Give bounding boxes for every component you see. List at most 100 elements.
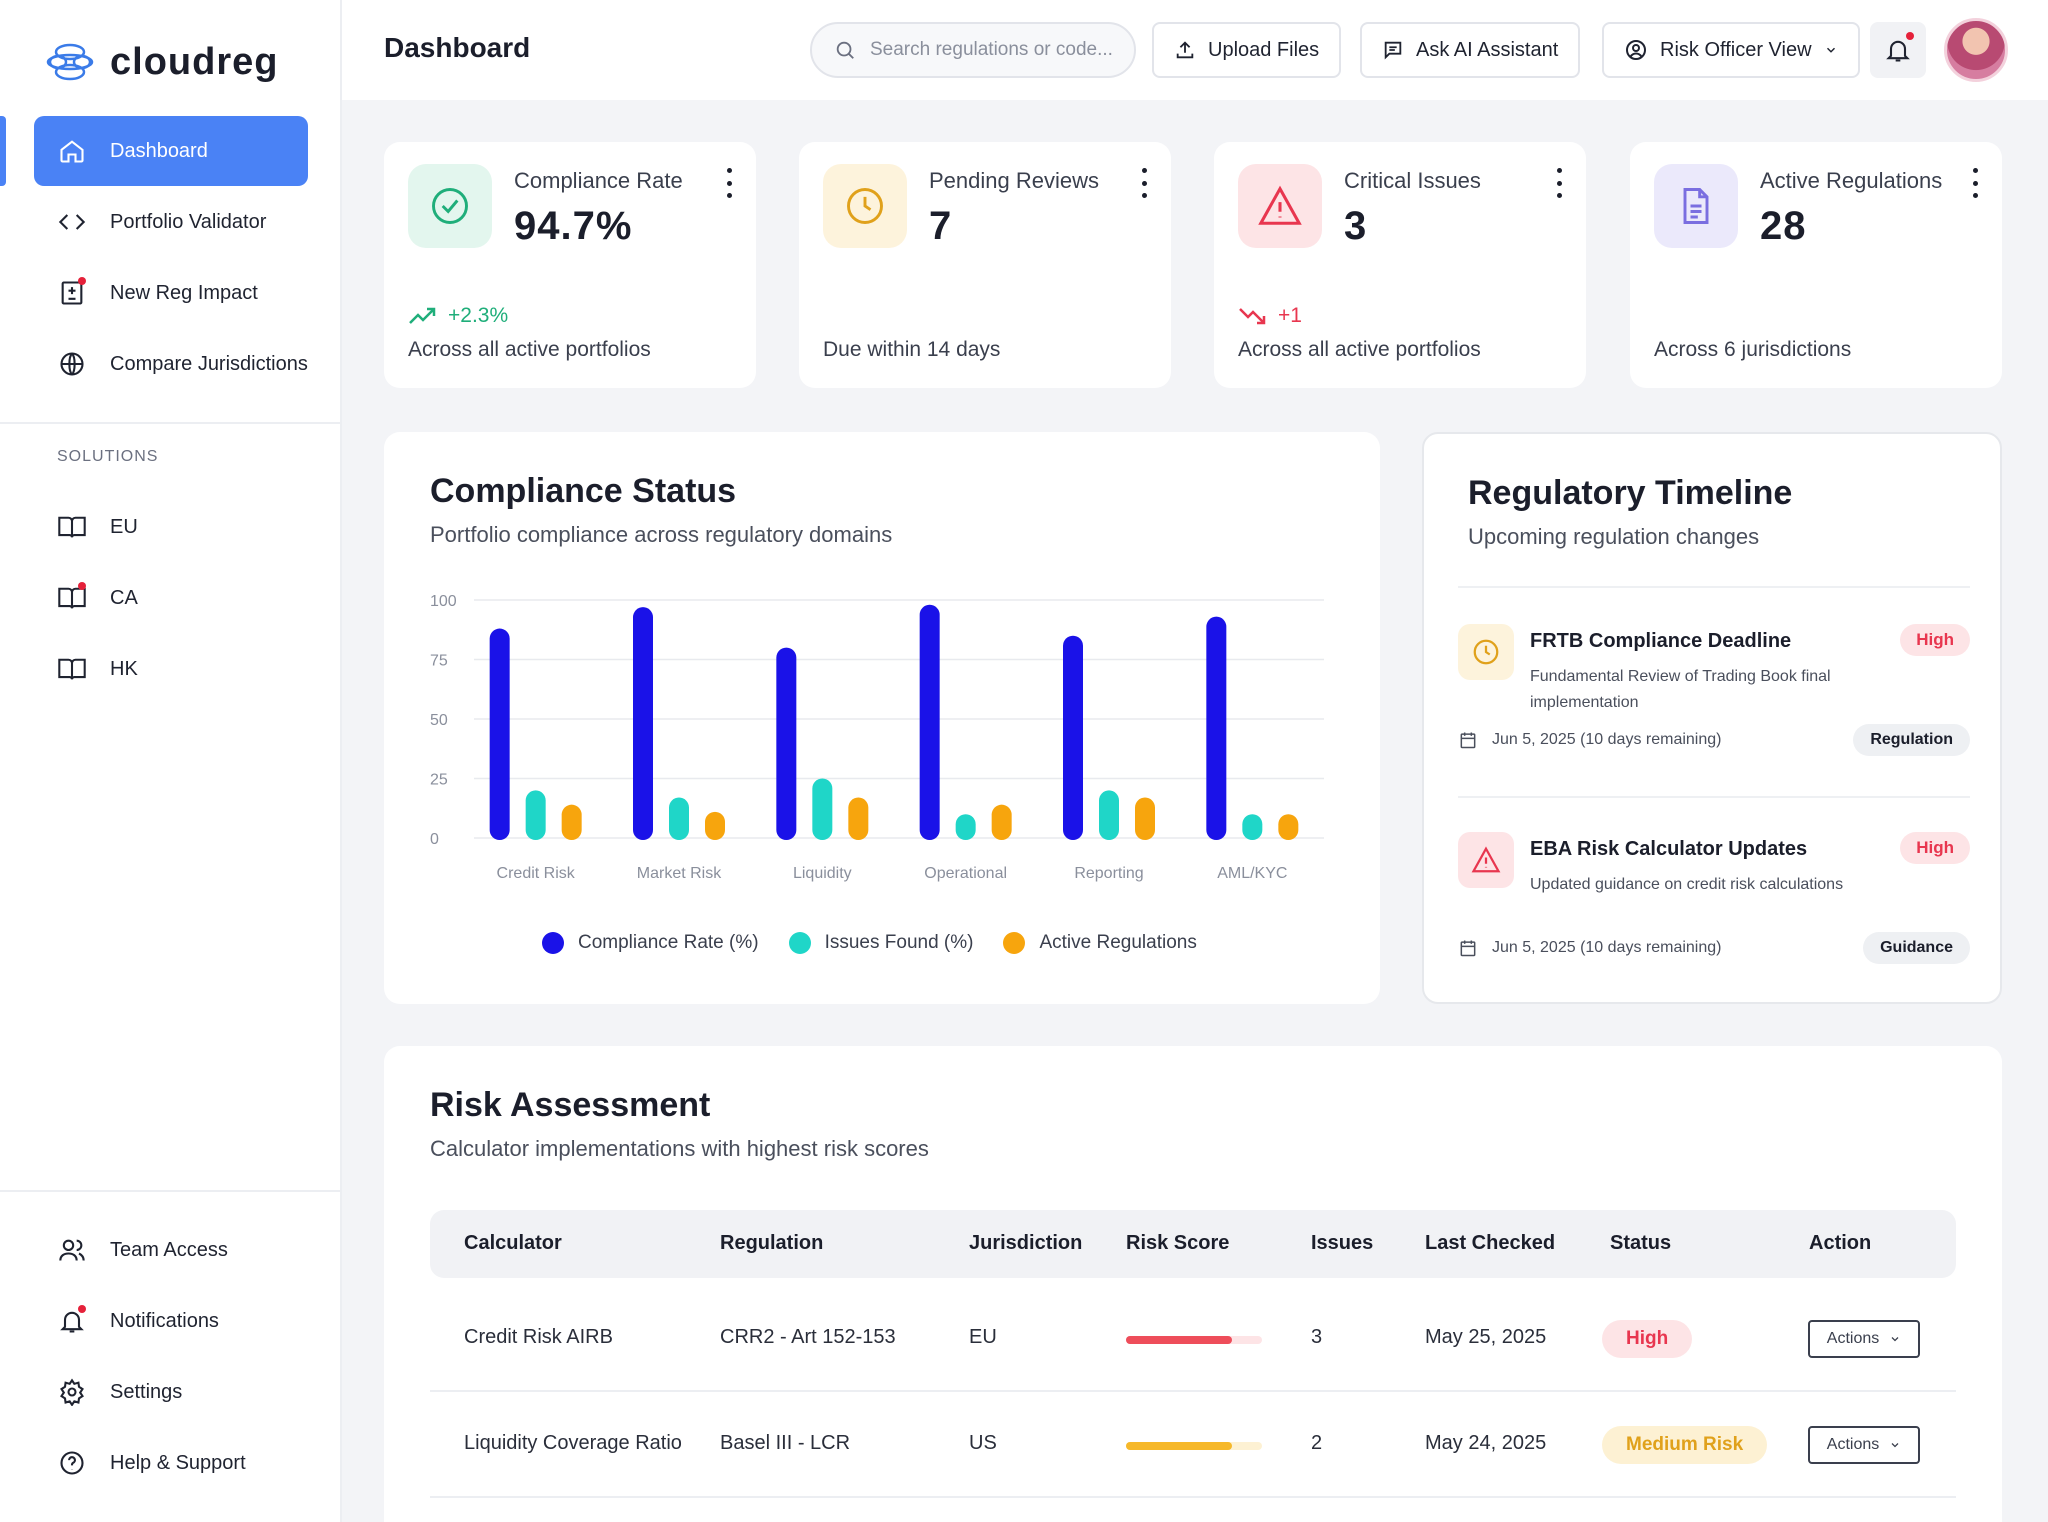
timeline-item-title: EBA Risk Calculator Updates	[1530, 838, 1808, 860]
category-tag: Regulation	[1853, 724, 1970, 756]
calculator-cell: Credit Risk AIRB	[464, 1326, 613, 1348]
priority-badge: High	[1900, 832, 1970, 864]
sidebar-item-label: Notifications	[110, 1309, 219, 1332]
stat-trend-value: +2.3%	[448, 304, 509, 327]
more-options-icon[interactable]	[1970, 168, 1980, 198]
more-options-icon[interactable]	[1554, 168, 1564, 198]
more-options-icon[interactable]	[724, 168, 734, 198]
help-icon	[56, 1447, 88, 1479]
timeline-title: Regulatory Timeline	[1468, 474, 1793, 512]
gear-icon	[56, 1376, 88, 1408]
legend-item[interactable]: Issues Found (%)	[788, 932, 973, 954]
legend-item[interactable]: Compliance Rate (%)	[542, 932, 759, 954]
users-icon	[56, 1234, 88, 1266]
compliance-status-card: Compliance Status Portfolio compliance a…	[384, 432, 1380, 1004]
stat-card-pending-reviews: Pending Reviews 7 Due within 14 days	[799, 142, 1171, 388]
search-box[interactable]	[810, 22, 1136, 78]
document-icon	[1654, 164, 1738, 248]
stat-label: Compliance Rate	[514, 168, 683, 193]
stat-card-active-regulations: Active Regulations 28 Across 6 jurisdict…	[1630, 142, 2002, 388]
timeline-divider	[1458, 586, 1970, 588]
chevron-down-icon	[1826, 47, 1835, 53]
more-options-icon[interactable]	[1139, 168, 1149, 198]
stat-value: 7	[929, 204, 953, 248]
sidebar-item-compare-jurisdictions[interactable]: Compare Jurisdictions	[34, 329, 308, 399]
check-circle-icon	[408, 164, 492, 248]
column-header[interactable]: Risk Score	[1126, 1232, 1230, 1254]
stat-label: Critical Issues	[1344, 168, 1481, 193]
stat-label: Pending Reviews	[929, 168, 1099, 193]
timeline-date-text: Jun 5, 2025 (10 days remaining)	[1492, 731, 1722, 748]
regulation-cell: Basel III - LCR	[720, 1432, 851, 1454]
chart-bar	[991, 804, 1012, 840]
x-tick-label: AML/KYC	[1217, 865, 1287, 882]
notifications-button[interactable]	[1870, 22, 1926, 78]
sidebar-item-notifications[interactable]: Notifications	[34, 1286, 308, 1356]
column-header[interactable]: Calculator	[464, 1232, 562, 1254]
stat-subtitle: Due within 14 days	[823, 338, 1001, 361]
column-header[interactable]: Action	[1809, 1232, 1872, 1254]
actions-dropdown[interactable]: Actions	[1808, 1426, 1920, 1464]
sidebar-item-label: Settings	[110, 1380, 183, 1403]
chart-bar	[848, 797, 869, 840]
sidebar-item-label: Compare Jurisdictions	[110, 352, 308, 375]
timeline-item-date: Jun 5, 2025 (10 days remaining)	[1458, 938, 1721, 958]
table-row[interactable]: Credit Risk AIRB CRR2 - Art 152-153 EU 3…	[430, 1286, 1956, 1392]
y-tick-label: 75	[430, 653, 448, 670]
bell-icon	[56, 1305, 88, 1337]
sidebar-item-hk[interactable]: HK	[34, 634, 308, 704]
chart-bar	[489, 628, 510, 840]
legend-item[interactable]: Active Regulations	[1003, 932, 1197, 954]
notification-dot	[78, 582, 86, 590]
actions-dropdown[interactable]: Actions	[1808, 1320, 1920, 1358]
logo[interactable]: cloudreg	[44, 40, 278, 84]
legend-label: Active Regulations	[1039, 932, 1197, 953]
legend-swatch	[788, 932, 811, 954]
chart-bar	[776, 647, 797, 840]
stat-card-compliance-rate: Compliance Rate 94.7% +2.3% Across all a…	[384, 142, 756, 388]
stat-subtitle: Across all active portfolios	[408, 338, 651, 361]
chart-legend: Compliance Rate (%) Issues Found (%) Act…	[542, 932, 1197, 954]
sidebar-item-team-access[interactable]: Team Access	[34, 1215, 308, 1285]
notification-dot	[78, 1305, 86, 1313]
timeline-date-text: Jun 5, 2025 (10 days remaining)	[1492, 939, 1722, 956]
timeline-subtitle: Upcoming regulation changes	[1468, 524, 1760, 549]
stat-value: 94.7%	[514, 204, 633, 248]
actions-label: Actions	[1826, 1330, 1880, 1347]
upload-icon	[1176, 41, 1194, 59]
book-icon	[56, 653, 88, 685]
sidebar-item-eu[interactable]: EU	[34, 492, 308, 562]
timeline-item[interactable]: FRTB Compliance Deadline Fundamental Rev…	[1458, 624, 1970, 814]
compliance-bar-chart: 100 75 50 25 0 Credit Risk Market Risk Liquidit…	[430, 593, 1324, 882]
search-input[interactable]	[870, 39, 1120, 61]
y-tick-label: 25	[430, 772, 448, 789]
x-tick-label: Credit Risk	[497, 865, 576, 882]
app-name: cloudreg	[110, 40, 279, 83]
column-header[interactable]: Jurisdiction	[969, 1232, 1083, 1254]
view-selector[interactable]: Risk Officer View	[1602, 22, 1860, 78]
column-header[interactable]: Issues	[1311, 1232, 1374, 1254]
sidebar-item-ca[interactable]: CA	[34, 563, 308, 633]
chart-bar	[1063, 635, 1083, 840]
chat-icon	[1384, 41, 1402, 60]
timeline-item[interactable]: EBA Risk Calculator Updates Updated guid…	[1458, 832, 1970, 1022]
sidebar-item-dashboard[interactable]: Dashboard	[34, 116, 308, 186]
avatar[interactable]	[1944, 18, 2008, 82]
column-header[interactable]: Status	[1610, 1232, 1672, 1254]
last-checked-cell: May 24, 2025	[1425, 1432, 1547, 1454]
ask-ai-assistant-button[interactable]: Ask AI Assistant	[1360, 22, 1581, 78]
chart-bar	[919, 604, 940, 840]
risk-score-bar	[1126, 1442, 1262, 1450]
x-tick-label: Market Risk	[637, 865, 722, 882]
book-icon	[56, 582, 88, 614]
sidebar-item-new-reg-impact[interactable]: New Reg Impact	[34, 258, 308, 328]
column-header[interactable]: Regulation	[720, 1232, 824, 1254]
column-header[interactable]: Last Checked	[1425, 1232, 1556, 1254]
table-row[interactable]: Liquidity Coverage Ratio Basel III - LCR…	[430, 1392, 1956, 1498]
status-badge: Medium Risk	[1602, 1426, 1768, 1464]
sidebar-item-portfolio-validator[interactable]: Portfolio Validator	[34, 187, 308, 257]
priority-badge: High	[1900, 624, 1970, 656]
sidebar-item-help-support[interactable]: Help & Support	[34, 1428, 308, 1498]
upload-files-button[interactable]: Upload Files	[1152, 22, 1342, 78]
sidebar-item-settings[interactable]: Settings	[34, 1357, 308, 1427]
